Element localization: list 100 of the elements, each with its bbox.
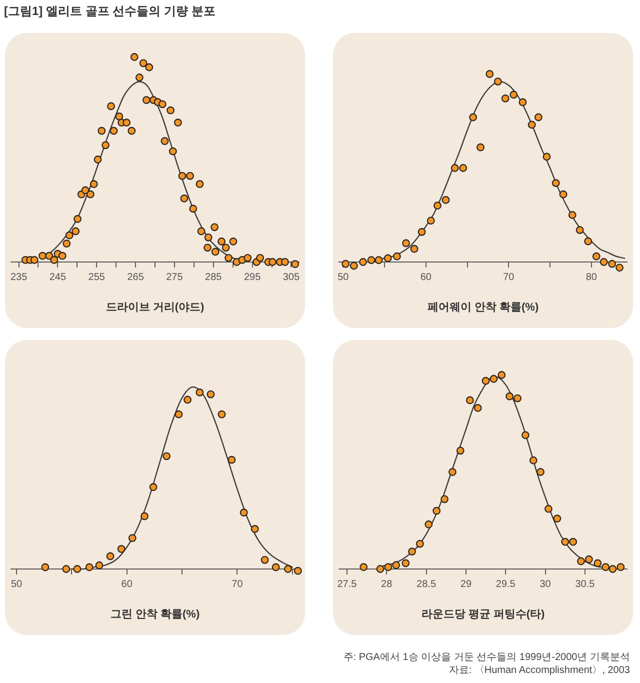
point — [448, 468, 456, 476]
point — [416, 540, 424, 548]
point — [482, 376, 490, 385]
point — [117, 545, 126, 553]
point — [392, 561, 400, 570]
point — [534, 113, 542, 122]
x-tick-label: 285 — [205, 272, 222, 283]
point — [250, 525, 259, 533]
point — [174, 410, 183, 418]
point — [402, 559, 410, 568]
point — [584, 237, 592, 246]
point — [184, 396, 192, 404]
point — [218, 410, 226, 418]
point — [272, 563, 280, 572]
x-axis-title: 페어웨이 안착 확률(%) — [427, 302, 539, 314]
x-tick-label: 60 — [121, 578, 133, 590]
point — [490, 374, 498, 383]
point — [514, 394, 522, 402]
point — [501, 94, 510, 102]
point — [426, 216, 435, 225]
point — [559, 190, 568, 198]
point — [469, 113, 478, 122]
point — [196, 388, 204, 396]
point — [149, 483, 158, 492]
point — [552, 179, 560, 187]
point — [474, 404, 482, 412]
point — [544, 504, 552, 513]
point — [374, 256, 383, 264]
point — [608, 260, 616, 268]
point — [359, 258, 367, 266]
x-axis-title: 라운드당 평균 퍼팅수(타) — [421, 608, 546, 621]
point — [494, 78, 502, 86]
x-tick-label: 28 — [381, 578, 393, 590]
x-tick-label: 50 — [338, 272, 350, 283]
x-tick-label: 295 — [244, 272, 262, 283]
x-tick-label: 70 — [503, 272, 515, 283]
text: 자료: 〈Human Accomplishment〉, 2003 — [448, 664, 630, 677]
x-tick-label: 275 — [166, 272, 184, 283]
point — [450, 164, 459, 172]
point — [459, 164, 468, 172]
point — [616, 264, 624, 272]
point — [608, 565, 617, 573]
x-tick-label: 60 — [420, 272, 432, 283]
point — [408, 548, 416, 556]
point — [521, 431, 530, 440]
point — [476, 143, 484, 152]
point — [85, 563, 94, 572]
point — [162, 452, 171, 460]
point — [542, 152, 551, 161]
point — [228, 456, 236, 464]
point — [602, 563, 610, 572]
point — [536, 468, 544, 476]
x-tick-label: 80 — [586, 272, 598, 283]
x-tick-label: 29.5 — [496, 578, 516, 590]
point — [376, 565, 384, 573]
point — [569, 538, 577, 546]
point — [73, 565, 82, 573]
x-tick-label: 265 — [127, 272, 144, 283]
point — [584, 555, 593, 564]
point — [140, 512, 148, 520]
point — [206, 390, 215, 398]
point — [576, 226, 584, 234]
chart-title: [그림1] 엘리트 골프 선수들의 기량 분포 — [4, 3, 216, 19]
point — [392, 252, 401, 260]
point — [62, 565, 70, 573]
x-tick-label: 27.5 — [337, 578, 358, 590]
point — [384, 254, 392, 262]
x-tick-label: 28.5 — [416, 578, 436, 590]
point — [342, 260, 350, 268]
point — [561, 538, 570, 546]
point — [600, 258, 608, 266]
point — [410, 244, 418, 253]
point — [466, 396, 474, 404]
x-tick-label: 235 — [10, 272, 28, 283]
x-axis-title: 드라이브 거리(야드) — [106, 302, 205, 314]
point — [41, 563, 50, 572]
point — [553, 514, 562, 523]
point — [568, 211, 576, 219]
point — [456, 446, 464, 455]
point — [106, 552, 114, 560]
point — [577, 557, 585, 566]
point — [616, 563, 625, 572]
point — [384, 563, 392, 572]
point — [367, 256, 376, 264]
point — [240, 508, 248, 517]
point — [529, 456, 538, 464]
point — [128, 534, 136, 542]
point — [518, 98, 527, 106]
text: 주: PGA에서 1승 이상을 거둔 선수들의 1999년-2000년 기록분석 — [343, 651, 630, 664]
point — [294, 566, 302, 575]
point — [498, 371, 506, 379]
point — [402, 239, 410, 248]
point — [440, 495, 448, 504]
point — [432, 506, 441, 515]
point — [284, 565, 292, 573]
point — [350, 262, 358, 270]
point — [594, 559, 602, 568]
x-tick-label: 70 — [232, 578, 244, 590]
point — [95, 561, 104, 570]
point — [506, 392, 514, 400]
